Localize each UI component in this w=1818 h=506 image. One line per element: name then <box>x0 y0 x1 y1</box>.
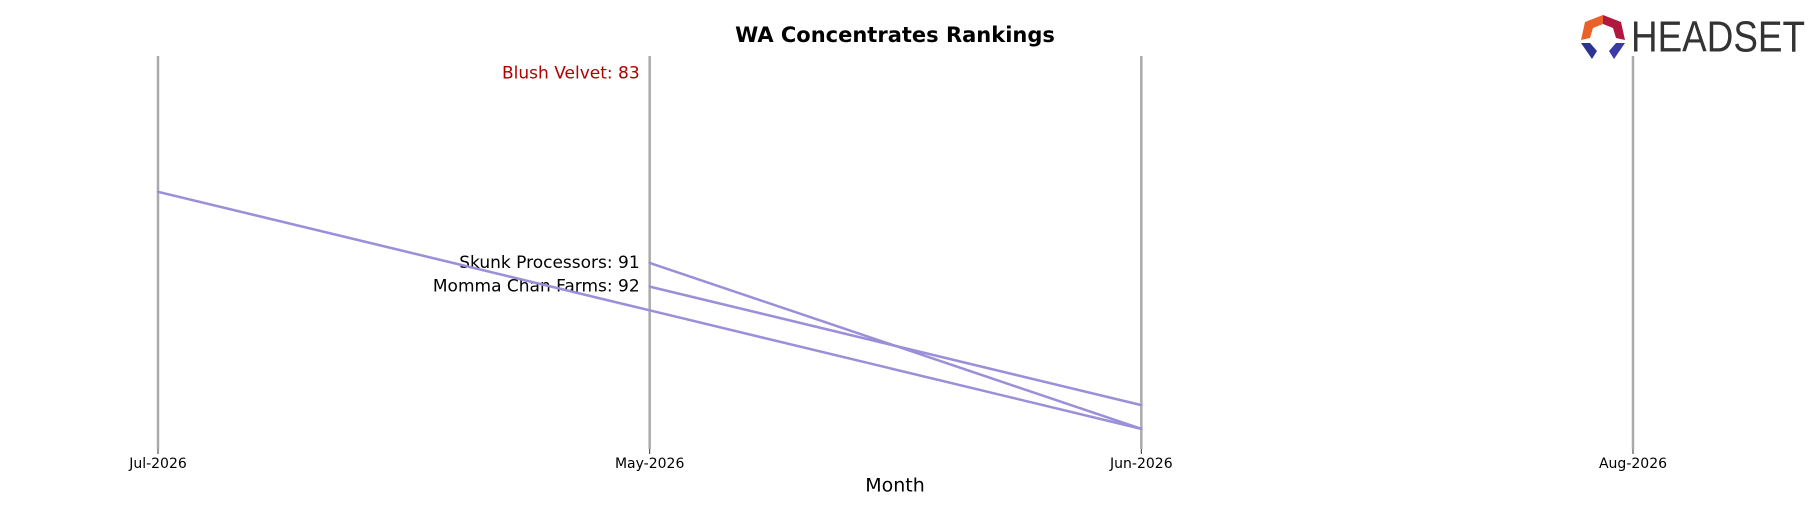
logo-shape <box>1609 43 1625 59</box>
x-tick-label: May-2026 <box>615 456 684 472</box>
series-label: Blush Velvet: 83 <box>502 63 640 83</box>
series-line <box>648 285 1143 407</box>
logo-text: HEADSET <box>1631 13 1805 62</box>
x-axis-label: Month <box>865 475 925 497</box>
chart-title: WA Concentrates Rankings <box>735 23 1055 47</box>
logo-shape <box>1603 15 1625 40</box>
x-tick-label: Jun-2026 <box>1109 456 1173 472</box>
series-label: Momma Chan Farms: 92 <box>433 277 640 297</box>
logo: HEADSET <box>1581 13 1805 62</box>
x-tick-label: Jul-2026 <box>128 456 187 472</box>
series-line <box>156 190 1143 431</box>
series-label: Skunk Processors: 91 <box>459 253 639 273</box>
logo-shape <box>1581 15 1603 40</box>
x-tick-label: Aug-2026 <box>1599 456 1667 472</box>
logo-shape <box>1581 43 1597 59</box>
